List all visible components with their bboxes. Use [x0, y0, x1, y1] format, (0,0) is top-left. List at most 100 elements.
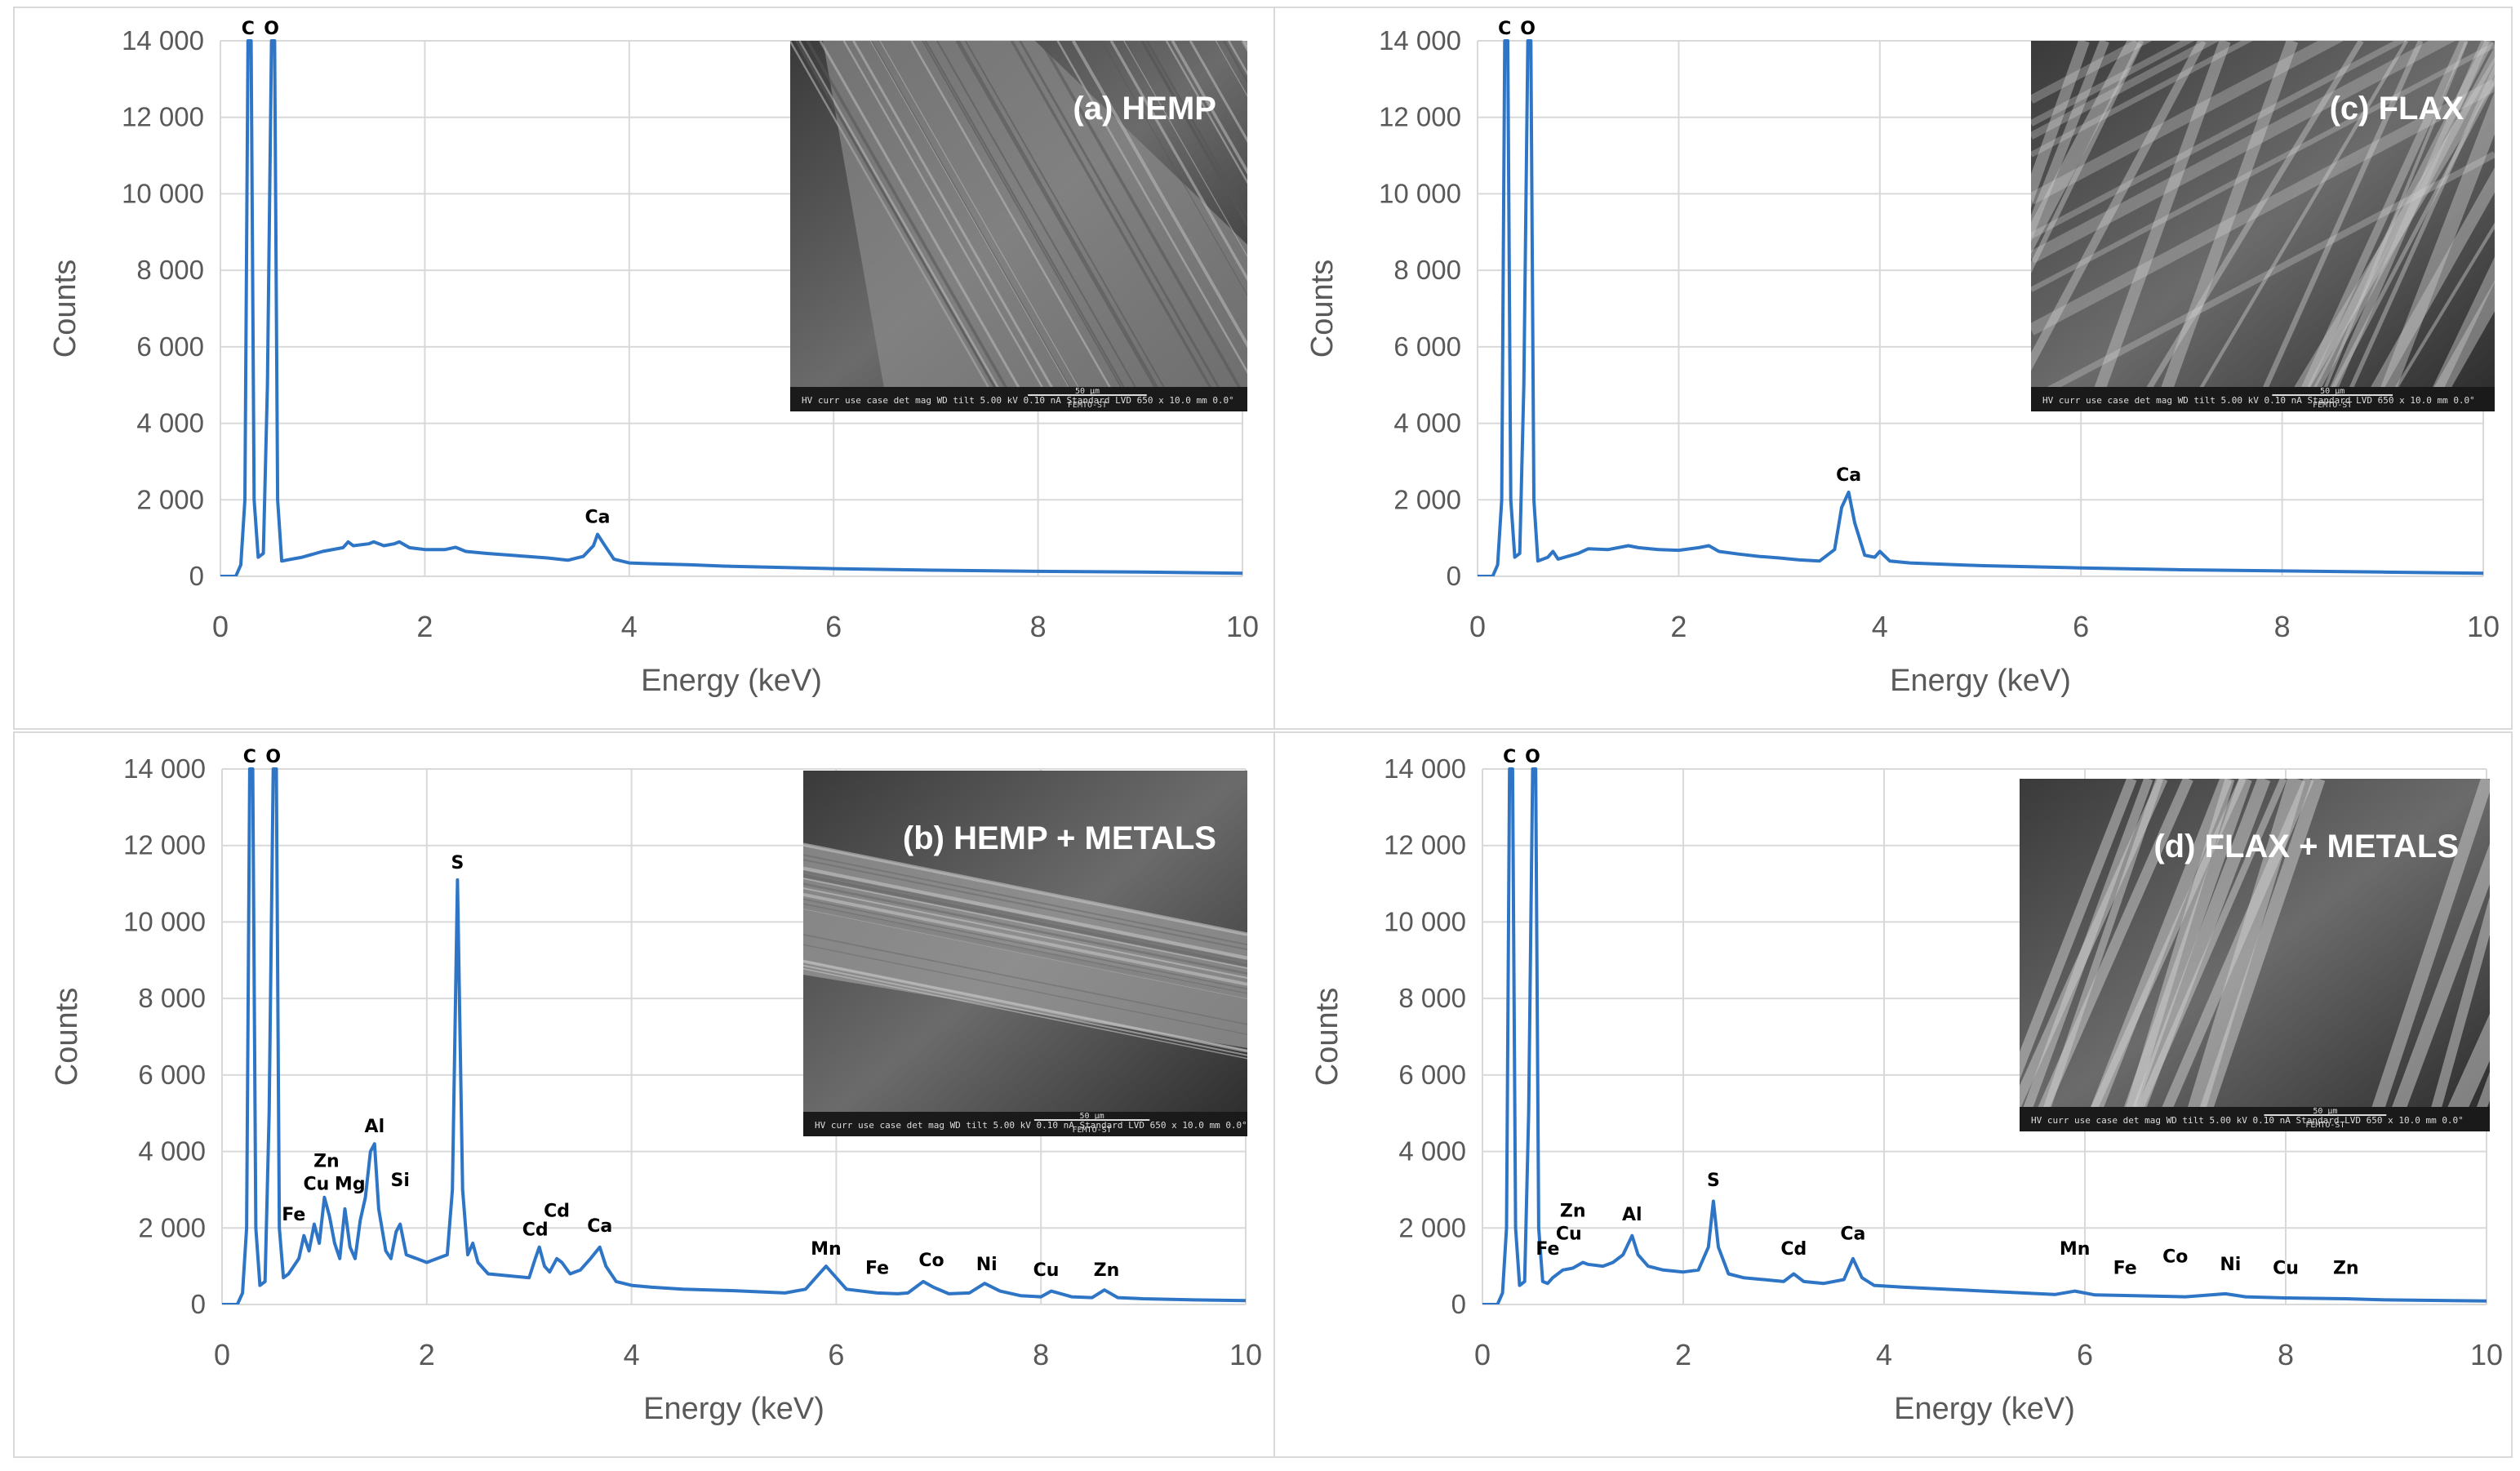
y-axis-title: Counts: [1310, 988, 1344, 1086]
peak-label-o: O: [1525, 747, 1540, 767]
peak-label-zn: Zn: [1560, 1201, 1586, 1221]
spectrum-line: [220, 39, 1242, 576]
sem-footer-info: HV curr use case det mag WD tilt 5.00 kV…: [802, 395, 1234, 406]
peak-label-fe: Fe: [865, 1259, 889, 1279]
panel-c-flax: 0 2 000 4 000 6 000 8 000 10 000 12 000 14 000 0…: [1273, 7, 2513, 730]
y-tick-label: 14 000: [123, 753, 206, 784]
peak-label-c: C: [1503, 747, 1516, 767]
peak-label-cu: Cu: [1556, 1224, 1582, 1244]
y-tick-label: 6 000: [138, 1060, 206, 1090]
eds-spectrum-chart: 0 2 000 4 000 6 000 8 000 10 000 12 000 14 000 0…: [1310, 747, 2503, 1426]
y-tick-label: 4 000: [1398, 1136, 1466, 1167]
panel-title: (a) HEMP: [1073, 91, 1216, 127]
panel-d-flax-metals: 0 2 000 4 000 6 000 8 000 10 000 12 000 14 000 0…: [1273, 731, 2513, 1458]
y-tick-label: 6 000: [136, 331, 204, 362]
y-tick-label: 8 000: [1393, 255, 1461, 285]
peak-label-zn: Zn: [313, 1151, 340, 1171]
sem-micrograph-inset: HV curr use case det mag WD tilt 5.00 kV…: [790, 41, 1247, 411]
panel-a-hemp: 0 2 000 4 000 6 000 8 000 10 000 12 000 14 000 0…: [13, 7, 1275, 730]
panel-title: (d) FLAX + METALS: [2153, 829, 2459, 864]
spectrum-line: [1482, 767, 2487, 1304]
y-tick-label: 10 000: [1384, 906, 1466, 936]
eds-spectrum-chart: 0 2 000 4 000 6 000 8 000 10 000 12 000 14 000 0…: [50, 747, 1262, 1426]
y-tick-label: 12 000: [1379, 102, 1461, 132]
x-tick-label: 10: [2470, 1338, 2503, 1371]
x-tick-label: 2: [419, 1338, 435, 1371]
y-tick-label: 0: [189, 561, 204, 591]
peak-label-ca: Ca: [1836, 465, 1861, 486]
sem-footer-info: HV curr use case det mag WD tilt 5.00 kV…: [2042, 395, 2475, 406]
y-tick-label: 12 000: [122, 102, 204, 132]
x-tick-label: 6: [2073, 610, 2089, 643]
y-tick-label: 6 000: [1393, 331, 1461, 362]
y-tick-label: 12 000: [1384, 830, 1466, 860]
eds-spectrum-chart: 0 2 000 4 000 6 000 8 000 10 000 12 000 14 000 0…: [48, 19, 1259, 698]
y-tick-label: 2 000: [1393, 484, 1461, 514]
x-tick-label: 0: [212, 610, 229, 643]
x-tick-label: 6: [825, 610, 842, 643]
sem-micrograph-inset: HV curr use case det mag WD tilt 5.00 kV…: [803, 771, 1247, 1136]
y-axis-title: Counts: [1305, 260, 1340, 358]
peak-label-o: O: [1520, 19, 1536, 39]
y-tick-label: 2 000: [138, 1212, 206, 1242]
sem-institution: FEMTO-ST: [2313, 401, 2352, 410]
y-tick-label: 12 000: [123, 830, 206, 860]
x-tick-label: 2: [416, 610, 433, 643]
sem-micrograph-inset: HV curr use case det mag WD tilt 5.00 kV…: [2031, 41, 2495, 411]
peak-label-o: O: [264, 19, 279, 39]
x-axis-title: Energy (keV): [1894, 1392, 2075, 1426]
y-tick-label: 0: [191, 1289, 206, 1319]
x-axis-title: Energy (keV): [643, 1392, 824, 1426]
peak-label-c: C: [243, 747, 256, 767]
peak-label-ni: Ni: [976, 1255, 998, 1275]
y-tick-label: 0: [1447, 561, 1461, 591]
peak-label-zn: Zn: [2333, 1259, 2359, 1279]
y-tick-label: 14 000: [1384, 753, 1466, 784]
x-tick-label: 8: [2278, 1338, 2294, 1371]
x-tick-label: 10: [2467, 610, 2500, 643]
y-tick-label: 10 000: [122, 178, 204, 208]
peak-label-ni: Ni: [2220, 1255, 2241, 1275]
peak-label-ca: Ca: [587, 1216, 612, 1237]
eds-spectrum-chart: 0 2 000 4 000 6 000 8 000 10 000 12 000 14 000 0…: [1305, 19, 2500, 698]
peak-label-co: Co: [2162, 1247, 2188, 1268]
peak-label-c: C: [242, 19, 255, 39]
y-tick-label: 10 000: [1379, 178, 1461, 208]
spectrum-line: [1478, 39, 2483, 576]
y-tick-label: 4 000: [1393, 408, 1461, 438]
x-tick-label: 0: [1469, 610, 1486, 643]
peak-label-al: Al: [1622, 1205, 1642, 1225]
sem-institution: FEMTO-ST: [2305, 1121, 2344, 1130]
y-tick-label: 14 000: [122, 25, 204, 56]
y-tick-label: 4 000: [138, 1136, 206, 1167]
peak-label-ca: Ca: [1840, 1224, 1865, 1244]
x-tick-label: 10: [1229, 1338, 1262, 1371]
x-tick-label: 2: [1675, 1338, 1691, 1371]
sem-footer-info: HV curr use case det mag WD tilt 5.00 kV…: [2031, 1115, 2464, 1126]
y-tick-label: 6 000: [1398, 1060, 1466, 1090]
x-tick-label: 8: [1033, 1338, 1049, 1371]
y-axis-title: Counts: [50, 988, 84, 1086]
y-axis-title: Counts: [48, 260, 82, 358]
peak-label-cd: Cd: [522, 1220, 549, 1241]
sem-scale-label: 50 μm: [1075, 387, 1100, 396]
y-tick-label: 2 000: [1398, 1212, 1466, 1242]
peak-label-ca: Ca: [584, 507, 610, 527]
peak-label-cu: Cu: [2273, 1259, 2299, 1279]
spectrum-line: [222, 767, 1246, 1304]
y-tick-label: 4 000: [136, 408, 204, 438]
y-tick-label: 0: [1451, 1289, 1466, 1319]
sem-micrograph-inset: HV curr use case det mag WD tilt 5.00 kV…: [2020, 779, 2490, 1131]
x-tick-label: 6: [828, 1338, 844, 1371]
peak-label-fe: Fe: [2113, 1259, 2137, 1279]
peak-label-cu: Cu: [1033, 1260, 1060, 1281]
y-tick-label: 10 000: [123, 906, 206, 936]
panel-b-hemp-metals: 0 2 000 4 000 6 000 8 000 10 000 12 000 14 000 0…: [13, 731, 1275, 1458]
x-tick-label: 8: [1030, 610, 1047, 643]
peak-label-fe: Fe: [282, 1205, 305, 1225]
x-tick-label: 8: [2274, 610, 2291, 643]
peak-label-si: Si: [391, 1171, 410, 1191]
sem-scale-label: 50 μm: [2320, 387, 2344, 396]
peak-label-o: O: [265, 747, 281, 767]
peak-label-s: S: [1707, 1171, 1720, 1191]
